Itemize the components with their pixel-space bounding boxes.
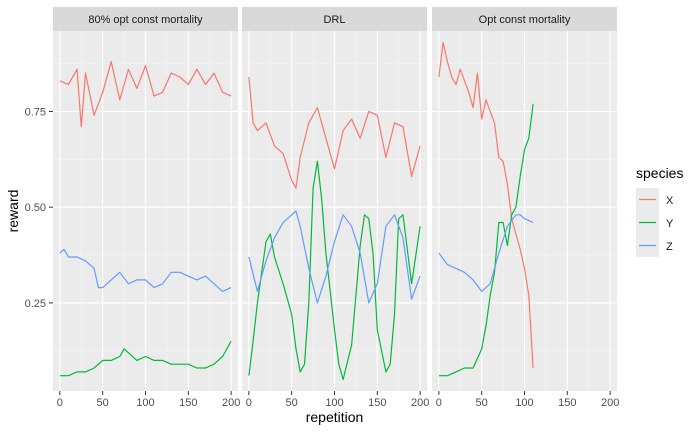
legend-label-x: X — [666, 195, 674, 207]
x-tick-label: 200 — [601, 397, 619, 409]
series-line-z-panel-2 — [438, 214, 534, 292]
x-tick-label: 50 — [286, 397, 298, 409]
legend-label-y: Y — [666, 218, 674, 230]
x-tick-label: 100 — [136, 397, 154, 409]
legend-title: species — [636, 165, 683, 181]
x-tick-label: 0 — [57, 397, 63, 409]
series-line-z-panel-1 — [248, 210, 421, 304]
facet-strip-label-2: Opt const mortality — [479, 14, 571, 26]
x-axis-title: repetition — [306, 409, 364, 425]
y-tick-label: 0.75 — [25, 106, 46, 118]
x-tick-label: 50 — [97, 397, 109, 409]
facet-strip-2 — [432, 7, 617, 31]
y-tick-label: 0.25 — [25, 298, 46, 310]
facet-strip-1 — [242, 7, 427, 31]
series-line-z-panel-0 — [59, 248, 232, 292]
legend-label-z: Z — [666, 241, 673, 253]
x-tick-label: 100 — [325, 397, 343, 409]
x-tick-label: 150 — [558, 397, 576, 409]
x-tick-label: 0 — [246, 397, 252, 409]
facet-strip-label-0: 80% opt const mortality — [88, 14, 203, 26]
series-line-y-panel-1 — [248, 160, 421, 381]
series-line-y-panel-0 — [59, 340, 232, 377]
facet-strip-0 — [53, 7, 238, 31]
x-tick-label: 200 — [222, 397, 240, 409]
x-tick-label: 150 — [179, 397, 197, 409]
x-tick-label: 50 — [476, 397, 488, 409]
series-line-x-panel-2 — [438, 41, 534, 369]
x-tick-label: 0 — [436, 397, 442, 409]
y-axis-title: reward — [5, 190, 21, 233]
series-line-x-panel-0 — [59, 60, 232, 128]
y-tick-label: 0.50 — [25, 202, 46, 214]
facet-strip-label-1: DRL — [323, 14, 345, 26]
x-tick-label: 100 — [515, 397, 533, 409]
series-line-y-panel-2 — [438, 103, 534, 377]
series-line-x-panel-1 — [248, 76, 421, 189]
x-tick-label: 150 — [368, 397, 386, 409]
x-tick-label: 200 — [411, 397, 429, 409]
